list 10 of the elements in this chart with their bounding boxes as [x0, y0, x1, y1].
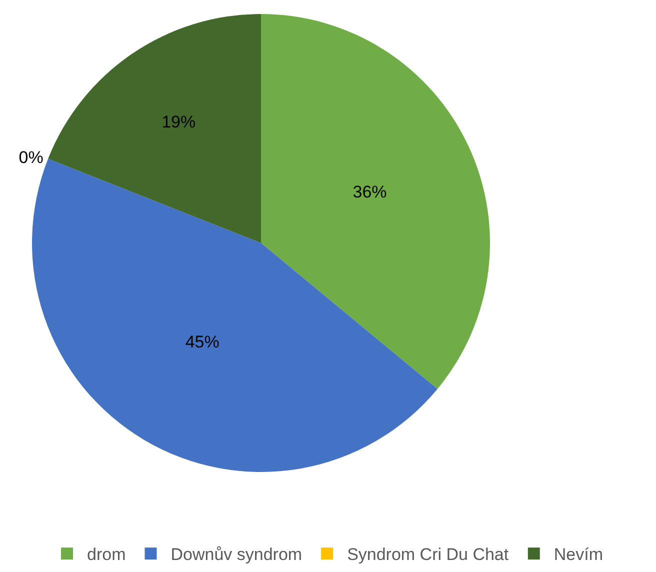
pie-slice	[261, 14, 490, 389]
legend-label: Syndrom Cri Du Chat	[347, 545, 509, 564]
data-label: 19%	[162, 112, 196, 132]
text: 0%	[18, 148, 44, 167]
pie-slice	[48, 14, 261, 243]
legend-label: Nevím	[554, 545, 604, 564]
legend-label: Downův syndrom	[170, 545, 302, 564]
legend-label: drom	[87, 545, 126, 564]
data-label: 45%	[185, 332, 220, 352]
data-label: 36%	[352, 182, 387, 202]
